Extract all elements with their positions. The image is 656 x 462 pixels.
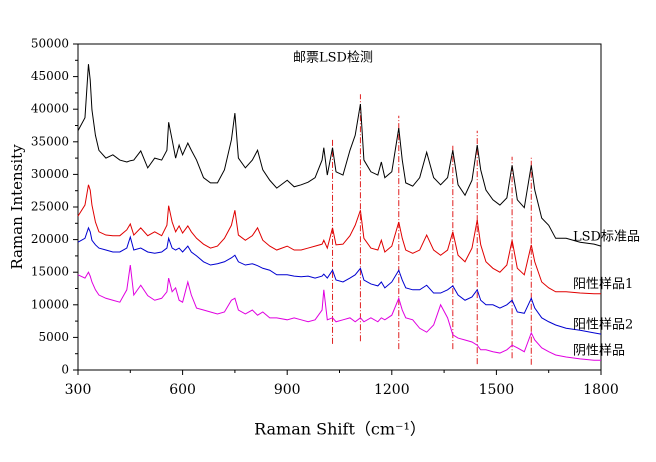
y-tick-label: 50000 [31, 37, 69, 51]
y-tick-label: 20000 [31, 232, 69, 246]
series-line [77, 264, 601, 361]
y-tick-label: 10000 [31, 297, 69, 311]
x-tick-label: 1500 [479, 382, 515, 398]
series-line [77, 184, 601, 295]
y-tick-label: 25000 [31, 200, 69, 214]
series-label: 阳性样品1 [573, 277, 633, 292]
y-tick-label: 15000 [31, 265, 69, 279]
x-tick-label: 600 [169, 382, 196, 398]
x-tick-label: 1800 [583, 382, 619, 398]
chart-title: 邮票LSD检测 [293, 51, 373, 66]
series-line [77, 64, 602, 247]
y-tick-label: 45000 [31, 69, 69, 83]
x-tick-label: 300 [65, 382, 92, 398]
x-axis-label: Raman Shift（cm⁻¹） [254, 420, 426, 439]
y-tick-label: 5000 [38, 330, 69, 344]
x-tick-label: 1200 [374, 382, 410, 398]
y-tick-label: 30000 [31, 167, 69, 181]
x-tick-label: 900 [274, 382, 301, 398]
y-axis-label: Raman Intensity [8, 144, 26, 270]
series-label: LSD标准品 [573, 230, 640, 245]
y-tick-label: 0 [61, 363, 69, 377]
series-line [77, 226, 602, 335]
y-tick-label: 35000 [31, 134, 69, 148]
y-tick-label: 40000 [31, 102, 69, 116]
series-label: 阳性样品2 [573, 318, 633, 333]
series-label: 阴性样品 [573, 344, 625, 359]
